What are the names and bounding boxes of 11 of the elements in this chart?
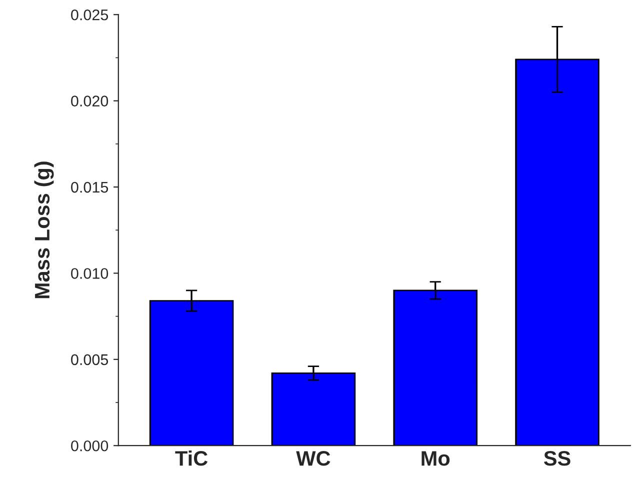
x-tick-label: Mo [422,451,450,466]
y-tick-label: 0.020 [71,96,108,106]
y-tick-label: 0.000 [71,440,108,452]
x-tick-label: WC [296,451,330,466]
y-tick-label: 0.025 [71,9,108,20]
x-tick-label: SS [544,451,570,466]
y-axis-title: Mass Loss (g) [34,162,54,298]
y-tick-label: 0.005 [71,354,108,366]
y-tick-label: 0.015 [71,182,108,193]
y-tick-label: 0.010 [71,268,108,279]
x-tick-label: TiC [175,450,208,466]
